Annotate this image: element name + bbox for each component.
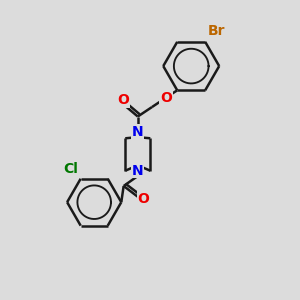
Text: O: O [117, 93, 129, 107]
Text: O: O [138, 192, 150, 206]
Text: N: N [132, 125, 144, 139]
Text: Br: Br [208, 24, 225, 38]
Text: O: O [160, 91, 172, 105]
Text: Cl: Cl [63, 162, 78, 176]
Text: N: N [132, 164, 144, 178]
